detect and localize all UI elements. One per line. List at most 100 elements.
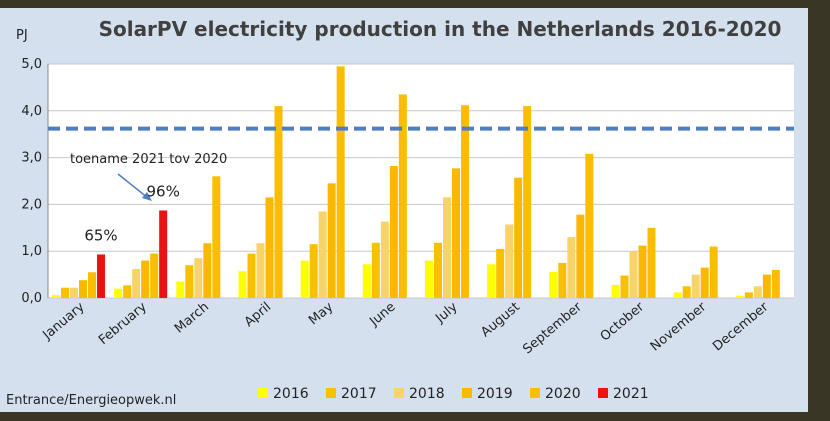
bar-2016-september [549,271,558,298]
bar-2019-october [638,245,647,298]
legend-swatch-2019 [462,388,472,398]
x-tick-label-february: February [96,299,150,348]
y-tick-label: 1,0 [21,244,42,259]
bar-2016-december [735,295,744,298]
bar-2019-february [141,260,150,298]
bar-2020-june [398,94,407,298]
bar-2016-october [611,284,620,298]
increase-annotation: toename 2021 tov 2020 [70,152,227,167]
legend-swatch-2018 [394,388,404,398]
bar-2017-november [682,286,691,298]
bar-2018-january [70,287,78,298]
bar-2019-january [79,280,87,298]
bar-2020-november [709,246,718,298]
bar-2021-january [97,254,105,298]
legend-swatch-2016 [258,388,268,398]
x-tick-label-march: March [172,300,212,337]
bar-2018-november [691,274,700,298]
x-tick-label-july: July [432,299,461,326]
legend-label-2018: 2018 [409,386,445,402]
bar-2018-october [629,251,638,298]
chart-panel: SolarPV electricity production in the Ne… [0,8,808,412]
source-credit: Entrance/Energieopwek.nl [6,393,176,408]
bar-2016-january [52,295,60,298]
y-tick-label: 0,0 [21,291,42,306]
annotation-arrow-line [117,173,149,199]
bar-2017-june [371,242,380,298]
bar-2018-april [256,243,265,298]
jan-percent-label: 65% [84,226,117,244]
bar-2020-october [647,227,656,298]
feb-percent-label: 96% [146,182,179,200]
bar-2018-september [567,237,576,298]
bar-2018-july [443,197,451,298]
x-tick-label-october: October [598,299,648,344]
bar-2018-december [753,286,762,298]
bar-2016-august [487,264,496,298]
bar-2018-may [318,211,327,298]
bar-2016-february [114,288,123,298]
bar-2020-may [336,66,345,298]
legend-swatch-2017 [326,388,336,398]
bar-2019-november [700,267,709,298]
bar-2016-june [362,264,371,298]
bar-2019-june [389,166,398,298]
bar-2020-april [274,106,283,299]
bar-2017-december [744,292,753,298]
bar-2017-july [434,242,442,298]
y-tick-label: 3,0 [21,151,42,166]
bar-2016-july [425,260,433,298]
chart-title: SolarPV electricity production in the Ne… [99,17,782,41]
bar-2018-march [194,258,203,298]
bar-2020-march [212,176,221,298]
bar-2019-september [576,214,585,298]
legend-label-2019: 2019 [477,386,513,402]
bar-2021-february [159,210,168,298]
bar-2020-august [523,106,532,299]
legend-swatch-2020 [530,388,540,398]
x-tick-label-september: September [520,299,585,357]
y-axis-label: PJ [16,28,28,43]
bar-2018-february [132,268,141,298]
annotation-arrow-head [142,192,152,201]
bar-2017-march [185,265,194,298]
legend-label-2016: 2016 [273,386,309,402]
x-tick-label-december: December [710,299,772,354]
bar-2017-october [620,275,629,298]
bar-2018-august [505,224,514,298]
bar-2017-february [123,285,132,298]
bar-2019-may [327,183,336,298]
bar-2016-november [673,292,682,298]
legend-label-2017: 2017 [341,386,377,402]
bar-2016-may [300,260,309,298]
legend-label-2020: 2020 [545,386,581,402]
legend-swatch-2021 [598,388,608,398]
bar-2017-january [61,287,69,298]
bar-2019-april [265,197,274,298]
bar-2016-march [176,281,185,298]
x-tick-label-january: January [39,299,87,343]
bar-2017-may [309,244,318,298]
x-tick-label-august: August [478,300,522,341]
x-tick-label-november: November [648,299,710,354]
bar-2020-september [585,153,594,298]
y-tick-label: 5,0 [21,57,42,72]
bar-2017-april [247,253,256,298]
bar-2016-april [238,271,247,298]
x-tick-label-may: May [306,299,336,328]
legend: 2016 2017 2018 2019 2020 2021 [258,386,649,402]
bar-2019-march [203,243,212,298]
y-tick-label: 4,0 [21,104,42,119]
bar-2020-february [150,253,159,298]
bar-2017-august [496,248,505,298]
bar-2018-june [380,221,389,298]
plot-area [48,64,794,298]
y-tick-label: 2,0 [21,197,42,212]
bar-2019-july [452,168,460,298]
x-tick-label-june: June [366,300,398,330]
x-tick-label-april: April [242,300,274,331]
solar-pv-chart: SolarPV electricity production in the Ne… [6,17,794,408]
bar-2020-january [88,272,96,298]
bar-2020-december [771,269,780,298]
